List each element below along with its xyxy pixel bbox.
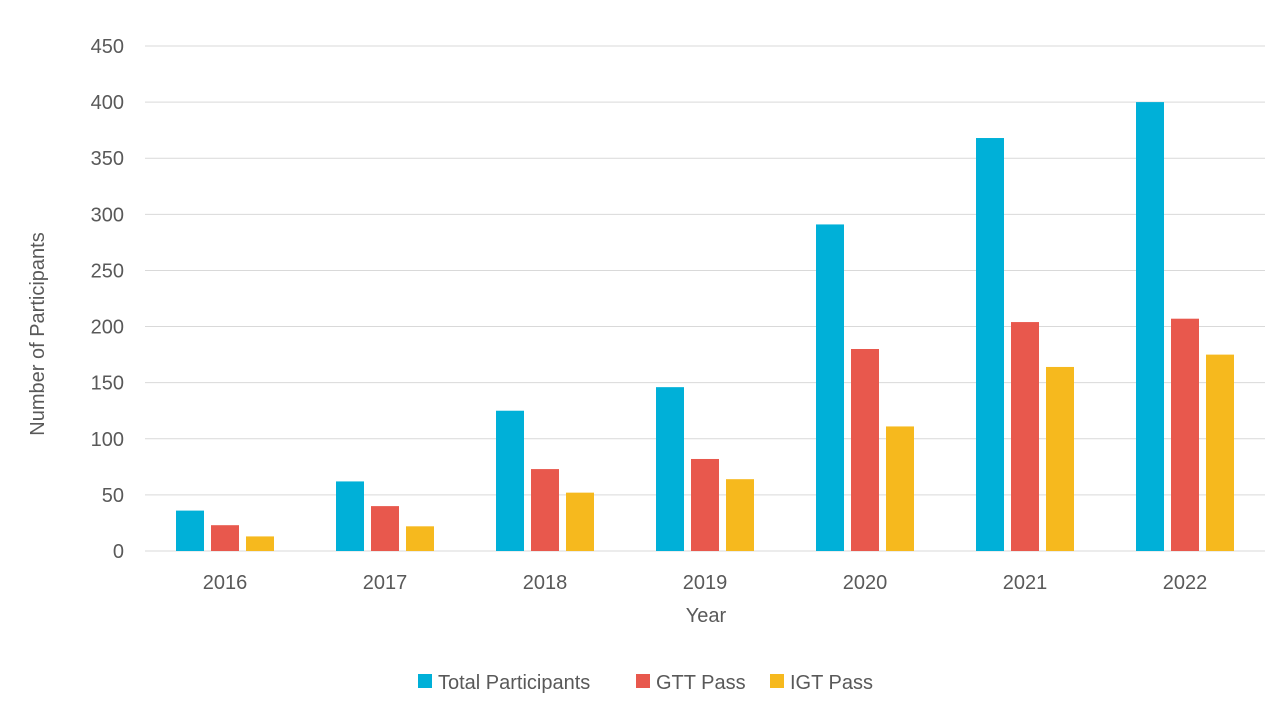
bar bbox=[656, 387, 684, 551]
bar bbox=[336, 481, 364, 551]
bar bbox=[976, 138, 1004, 551]
bars bbox=[176, 102, 1234, 551]
bar bbox=[531, 469, 559, 551]
y-tick-label: 50 bbox=[102, 485, 124, 507]
legend-swatch bbox=[418, 674, 432, 688]
y-axis-title: Number of Participants bbox=[27, 232, 49, 435]
x-tick-label: 2019 bbox=[683, 572, 728, 594]
legend-label: GTT Pass bbox=[656, 672, 746, 694]
x-axis-title: Year bbox=[686, 605, 727, 627]
x-tick-label: 2021 bbox=[1003, 572, 1048, 594]
gridlines bbox=[145, 45, 1265, 552]
legend-swatch bbox=[636, 674, 650, 688]
bar bbox=[1136, 102, 1164, 551]
bar bbox=[851, 349, 879, 551]
y-tick-label: 250 bbox=[91, 260, 124, 282]
bar bbox=[496, 410, 524, 551]
x-tick-label: 2017 bbox=[363, 572, 408, 594]
bar bbox=[1046, 366, 1074, 551]
bar bbox=[246, 536, 274, 551]
legend-label: IGT Pass bbox=[790, 672, 873, 694]
bar bbox=[406, 526, 434, 551]
bar bbox=[1171, 318, 1199, 551]
y-tick-label: 200 bbox=[91, 317, 124, 339]
bar bbox=[691, 458, 719, 551]
bar bbox=[566, 492, 594, 551]
x-axis-ticks: 2016 2017 2018 2019 2020 2021 2022 bbox=[203, 572, 1208, 594]
x-tick-label: 2018 bbox=[523, 572, 568, 594]
legend: Total Participants GTT Pass IGT Pass bbox=[418, 672, 873, 694]
x-tick-label: 2016 bbox=[203, 572, 248, 594]
legend-swatch bbox=[770, 674, 784, 688]
x-tick-label: 2020 bbox=[843, 572, 888, 594]
y-tick-label: 0 bbox=[113, 541, 124, 563]
y-tick-label: 450 bbox=[91, 36, 124, 58]
y-tick-label: 150 bbox=[91, 373, 124, 395]
legend-label: Total Participants bbox=[438, 672, 590, 694]
bar bbox=[211, 525, 239, 551]
bar bbox=[816, 224, 844, 551]
y-tick-label: 350 bbox=[91, 148, 124, 170]
bar bbox=[886, 426, 914, 551]
bar bbox=[1206, 354, 1234, 551]
y-axis-ticks: 0 50 100 150 200 250 300 350 400 450 bbox=[91, 36, 124, 563]
bar bbox=[726, 479, 754, 551]
bar bbox=[371, 506, 399, 551]
y-tick-label: 400 bbox=[91, 92, 124, 114]
y-tick-label: 100 bbox=[91, 429, 124, 451]
x-tick-label: 2022 bbox=[1163, 572, 1208, 594]
y-tick-label: 300 bbox=[91, 204, 124, 226]
bar bbox=[1011, 322, 1039, 551]
bar bbox=[176, 510, 204, 551]
